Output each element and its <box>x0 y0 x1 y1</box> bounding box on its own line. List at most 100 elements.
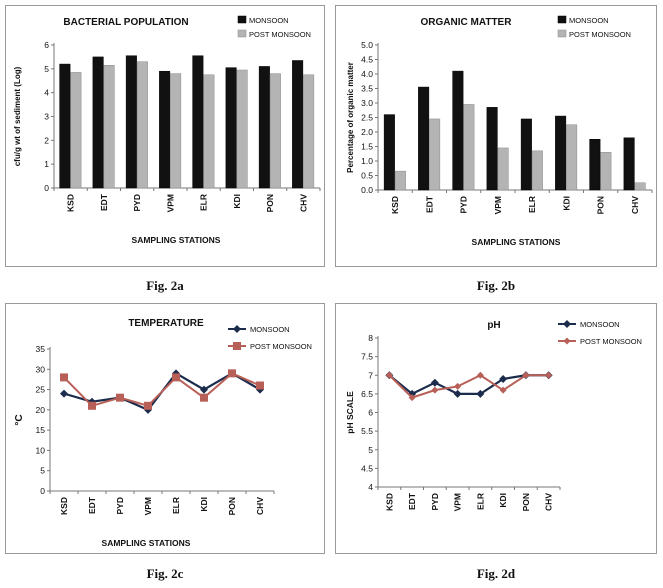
bar-chart-bacterial-population: BACTERIAL POPULATION cfu/g wt of sediment… <box>13 15 321 245</box>
bar-monsoon <box>418 86 430 191</box>
legend-label-monsoon: MONSOON <box>569 16 609 25</box>
bar-post-monsoon <box>170 73 182 189</box>
series-line-post-monsoon <box>388 374 549 399</box>
chart-panel-temperature: TEMPERATURE °C 0 5 10 15 20 25 30 35 KSD EDT PYD VPM E… <box>5 303 325 554</box>
y-tick-label: 6.5 <box>361 389 373 399</box>
x-tick-label: KSD <box>384 493 394 511</box>
x-tick-label: PYD <box>132 194 142 211</box>
data-point-post-monsoon <box>144 401 152 410</box>
legend-marker-post-monsoon <box>233 342 241 350</box>
data-point-monsoon <box>200 385 208 394</box>
y-axis-label: Percentage of organic matter <box>346 62 355 173</box>
legend-marker-monsoon <box>563 320 571 328</box>
chart-title: pH <box>487 320 500 331</box>
y-tick-label: 35 <box>36 344 46 354</box>
x-tick-label: PON <box>521 493 531 511</box>
data-point-post-monsoon <box>256 381 264 390</box>
x-tick-label: KDI <box>199 497 209 512</box>
y-tick-label: 0.0 <box>361 185 373 195</box>
bar-monsoon <box>159 70 171 189</box>
figure-caption-2d: Fig. 2d <box>476 566 516 581</box>
line-chart-temperature: TEMPERATURE °C 0 5 10 15 20 25 30 35 KSD EDT PYD VPM E… <box>14 318 312 548</box>
bar-post-monsoon <box>497 147 509 191</box>
data-point-post-monsoon <box>522 371 530 379</box>
legend-label-post-monsoon: POST MONSOON <box>580 337 642 346</box>
bar-monsoon <box>59 63 71 189</box>
y-tick-label: 1.5 <box>361 142 373 152</box>
y-tick-label: 4.5 <box>361 55 373 65</box>
bar-monsoon <box>520 118 532 191</box>
bar-post-monsoon <box>236 69 248 189</box>
y-tick-label: 6 <box>44 40 49 50</box>
y-tick-label: 0.5 <box>361 171 373 181</box>
x-axis-label: SAMPLING STATIONS <box>102 538 191 548</box>
y-tick-label: 4 <box>44 88 49 98</box>
x-tick-label: KSD <box>59 497 69 515</box>
bar-post-monsoon <box>429 118 441 191</box>
y-tick-label: 6 <box>368 408 373 418</box>
y-tick-label: 15 <box>36 425 46 435</box>
y-tick-label: 0 <box>40 486 45 496</box>
data-point-monsoon <box>453 389 462 398</box>
x-tick-label: CHV <box>630 196 640 214</box>
x-tick-label: PON <box>227 497 237 515</box>
y-tick-label: 8 <box>368 333 373 343</box>
chart-title: BACTERIAL POPULATION <box>63 17 188 28</box>
bar-chart-organic-matter: ORGANIC MATTER Percentage of organic matt… <box>346 15 653 247</box>
bar-monsoon <box>383 114 395 191</box>
y-tick-label: 5 <box>368 445 373 455</box>
data-point-monsoon <box>172 369 180 378</box>
x-tick-label: KDI <box>232 194 242 209</box>
bar-monsoon <box>486 107 498 191</box>
x-tick-label: CHV <box>298 194 308 212</box>
y-axis-label: pH SCALE <box>345 391 355 434</box>
x-tick-label: EDT <box>99 193 109 211</box>
bar-monsoon <box>623 137 635 191</box>
bar-post-monsoon <box>203 74 215 189</box>
y-axis-label: °C <box>14 414 25 425</box>
data-point-post-monsoon <box>431 386 439 394</box>
y-tick-label: 7 <box>368 370 373 380</box>
y-tick-label: 20 <box>36 405 46 415</box>
y-tick-label: 2 <box>44 135 49 145</box>
y-tick-label: 2.0 <box>361 127 373 137</box>
x-tick-label: CHV <box>544 493 554 511</box>
x-tick-label: PON <box>596 196 606 214</box>
y-tick-label: 4.0 <box>361 69 373 79</box>
x-axis-label: SAMPLING STATIONS <box>132 235 221 245</box>
chart-title: TEMPERATURE <box>128 318 204 329</box>
x-tick-label: ELR <box>527 196 537 213</box>
x-tick-label: KDI <box>561 196 571 211</box>
figure-caption-2a: Fig. 2a <box>146 278 184 293</box>
x-tick-label: KSD <box>390 196 400 214</box>
y-tick-label: 30 <box>36 364 46 374</box>
bar-post-monsoon <box>394 170 406 191</box>
data-point-post-monsoon <box>454 382 462 390</box>
x-tick-label: VPM <box>493 196 503 214</box>
y-tick-label: 10 <box>36 445 46 455</box>
data-point-post-monsoon <box>476 371 484 379</box>
y-axis-label: cfu/g wt of sediment (Log) <box>13 66 22 166</box>
y-tick-label: 5.5 <box>361 426 373 436</box>
line-chart-ph: pH pH SCALE 4 4.5 5 5.5 6 6.5 7 7.5 8 KSD EDT PYD VPM E… <box>345 320 642 511</box>
data-point-post-monsoon <box>200 393 208 402</box>
bar-post-monsoon <box>531 150 543 191</box>
data-point-post-monsoon <box>545 371 553 379</box>
y-tick-label: 5.0 <box>361 40 373 50</box>
y-tick-label: 3.5 <box>361 84 373 94</box>
y-tick-label: 25 <box>36 385 46 395</box>
legend-marker-monsoon <box>233 325 241 333</box>
bar-post-monsoon <box>269 73 281 189</box>
x-tick-label: ELR <box>199 194 209 211</box>
bar-post-monsoon <box>634 182 646 191</box>
legend-label-monsoon: MONSOON <box>249 16 289 25</box>
bar-monsoon <box>92 56 104 189</box>
data-point-post-monsoon <box>116 393 124 402</box>
data-point-post-monsoon <box>60 373 68 382</box>
chart-panel-organic-matter: ORGANIC MATTER Percentage of organic matt… <box>335 5 657 267</box>
figure-caption-2b: Fig. 2b <box>476 278 516 293</box>
data-point-monsoon <box>256 385 264 394</box>
x-tick-label: VPM <box>165 194 175 212</box>
legend-marker-post-monsoon <box>563 337 571 345</box>
y-tick-label: 4.5 <box>361 463 373 473</box>
